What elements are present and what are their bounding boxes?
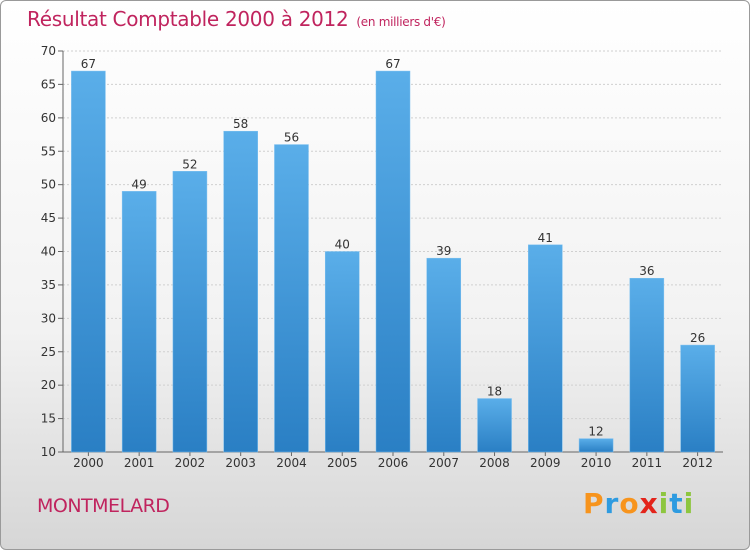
- bar-2007: [426, 257, 462, 453]
- y-tick-label: 20: [41, 378, 56, 392]
- bar-2002: [172, 171, 208, 453]
- bar-2006: [375, 70, 411, 453]
- data-label: 67: [81, 57, 96, 71]
- x-tick-label: 2000: [73, 456, 104, 470]
- bar-2000: [71, 70, 106, 453]
- bar-2001: [121, 191, 157, 453]
- x-tick-label: 2003: [225, 456, 256, 470]
- y-tick-label: 30: [41, 311, 56, 325]
- data-label: 12: [588, 425, 603, 439]
- data-label: 52: [182, 157, 197, 171]
- x-tick-label: 2009: [530, 456, 561, 470]
- bars: [71, 70, 715, 453]
- data-label: 18: [487, 385, 502, 399]
- chart-title: Résultat Comptable 2000 à 2012 (en millie…: [27, 7, 446, 31]
- bar-2008: [477, 398, 512, 453]
- data-label: 56: [284, 131, 299, 145]
- x-tick-label: 2008: [479, 456, 510, 470]
- data-label: 67: [385, 57, 400, 71]
- data-label: 26: [690, 331, 705, 345]
- bar-2012: [680, 344, 715, 453]
- y-tick-label: 10: [41, 445, 56, 459]
- bar-2005: [324, 251, 360, 453]
- bar-2010: [578, 438, 614, 453]
- x-tick-label: 2001: [124, 456, 155, 470]
- x-tick-label: 2004: [276, 456, 307, 470]
- y-tick-label: 35: [41, 278, 56, 292]
- data-label: 58: [233, 117, 248, 131]
- bar-2003: [223, 130, 258, 453]
- x-tick-label: 2007: [428, 456, 459, 470]
- logo-letter: t: [669, 487, 684, 520]
- data-label: 36: [639, 264, 654, 278]
- bar-2009: [528, 244, 563, 453]
- data-label: 39: [436, 244, 451, 258]
- chart-title-text: Résultat Comptable 2000 à 2012: [27, 7, 349, 31]
- data-label: 41: [538, 231, 553, 245]
- bar-2011: [629, 277, 665, 453]
- y-tick-labels: 10 15 20 25 30 35 40 45 50 55 60 65 70: [41, 44, 56, 459]
- proxiti-logo: Proxiti: [583, 487, 694, 520]
- logo-letter: i: [658, 487, 670, 520]
- logo-letter: o: [619, 487, 640, 520]
- x-tick-label: 2006: [378, 456, 409, 470]
- commune-name: MONTMELARD: [37, 495, 170, 517]
- x-tick-label: 2010: [581, 456, 612, 470]
- y-tick-label: 45: [41, 211, 56, 225]
- y-tick-label: 55: [41, 144, 56, 158]
- x-tick-label: 2011: [632, 456, 663, 470]
- data-labels: 67 49 52 58 56 40 67 39 18 41 12 36 26: [81, 57, 706, 439]
- data-label: 40: [335, 238, 350, 252]
- x-tick-label: 2005: [327, 456, 358, 470]
- x-tick-label: 2012: [682, 456, 713, 470]
- logo-letter: P: [583, 487, 605, 520]
- y-tick-label: 40: [41, 245, 56, 259]
- logo-letter: r: [604, 487, 620, 520]
- y-tick-label: 65: [41, 77, 56, 91]
- y-tick-label: 60: [41, 111, 56, 125]
- logo-letter: x: [639, 487, 659, 520]
- x-tick-labels: 2000 2001 2002 2003 2004 2005 2006 2007 2008 2009…: [73, 456, 713, 470]
- y-tick-label: 15: [41, 412, 56, 426]
- y-tick-label: 70: [41, 44, 56, 58]
- y-tick-label: 25: [41, 345, 56, 359]
- logo-letter: i: [683, 487, 695, 520]
- y-tick-label: 50: [41, 178, 56, 192]
- x-tick-label: 2002: [175, 456, 206, 470]
- bar-2004: [274, 144, 309, 453]
- chart-subtitle: (en milliers d'€): [356, 15, 446, 29]
- data-label: 49: [132, 177, 147, 191]
